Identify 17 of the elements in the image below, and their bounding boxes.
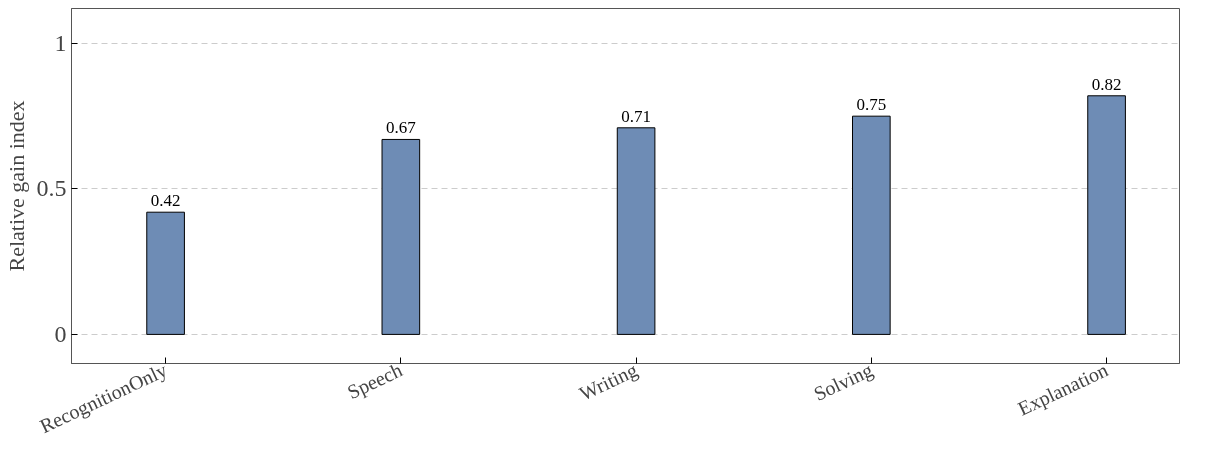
data-label: 0.82 — [1091, 74, 1122, 94]
x-tick-label: Writing — [575, 358, 642, 406]
data-label: 0.67 — [385, 118, 417, 138]
y-tick-label: 0.5 — [36, 175, 67, 202]
data-label: 0.75 — [856, 95, 887, 115]
y-tick-label: 1 — [54, 29, 67, 56]
x-tick-label: Solving — [810, 358, 877, 406]
y-tick-label: 0 — [54, 320, 67, 347]
y-axis-title: Relative gain index — [3, 100, 29, 272]
bar — [616, 127, 656, 335]
bar — [852, 115, 891, 335]
data-label: 0.71 — [621, 106, 651, 126]
x-tick-label: Speech — [343, 358, 406, 404]
bar — [146, 211, 185, 335]
bar — [381, 138, 421, 335]
bar — [1087, 95, 1126, 335]
data-label: 0.42 — [150, 191, 181, 211]
